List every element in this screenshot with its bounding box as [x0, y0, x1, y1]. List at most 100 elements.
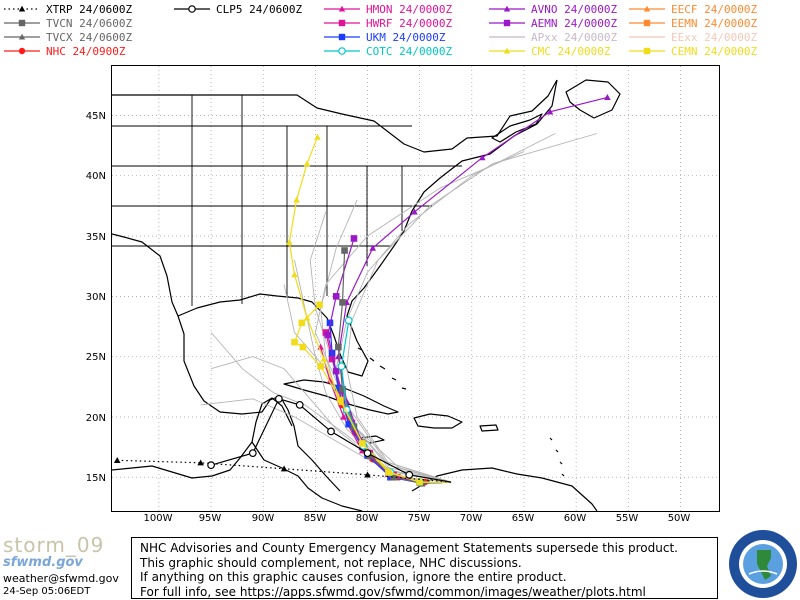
nova-scotia [491, 113, 543, 143]
track-cmc [286, 133, 451, 485]
model-tracks [113, 94, 611, 487]
legend-label: AEMN 24/0000Z [531, 16, 618, 30]
track-point [350, 235, 358, 242]
legend-label: CEMN 24/0000Z [671, 44, 758, 58]
track-point [359, 440, 366, 447]
legend-entry: HMON 24/0000Z [320, 2, 452, 16]
lon-label: 60W [563, 513, 587, 524]
disclaimer-line: NHC Advisories and County Emergency Mana… [140, 541, 678, 555]
track-point [416, 478, 423, 486]
lon-label: 95W [198, 513, 222, 524]
track-point [339, 385, 346, 393]
lon-label: 90W [251, 513, 275, 524]
legend-entry: EExx 24/0000Z [625, 30, 757, 44]
legend-entry: NHC 24/0900Z [0, 44, 125, 58]
track-point [327, 427, 335, 436]
state-lines [112, 95, 462, 306]
track-point [332, 293, 340, 300]
track-point [286, 238, 293, 245]
lon-label: 50W [667, 513, 691, 524]
sfwmd-seal [729, 530, 797, 598]
track-point [332, 367, 340, 375]
legend-entry: CEMN 24/0000Z [625, 44, 757, 58]
bahamas [357, 347, 407, 390]
lon-label: 100W [143, 513, 173, 524]
legend-swatch [4, 5, 40, 12]
track-point [314, 133, 321, 140]
legend-label: EECF 24/0000Z [671, 2, 758, 16]
track-point [113, 457, 121, 463]
legend-entry: AEMN 24/0000Z [485, 16, 617, 30]
legend-label: TVCX 24/0600Z [46, 30, 133, 44]
track-point [340, 413, 347, 420]
legend-swatch [629, 36, 665, 38]
track-cemn [291, 301, 451, 486]
lat-label: 45N [85, 111, 106, 122]
track-line [210, 398, 452, 483]
track-point [299, 343, 307, 351]
track-clp5 [207, 394, 452, 483]
track-point [385, 469, 392, 476]
legend-label: EExx 24/0000Z [671, 30, 758, 44]
track-point [339, 299, 346, 306]
track-point [274, 394, 283, 403]
lat-label: 30N [85, 292, 106, 303]
legend-entry: XTRP 24/0600Z [0, 2, 132, 16]
lon-label: 65W [511, 513, 535, 524]
legend-label: CMC 24/0000Z [531, 44, 611, 58]
track-point [316, 301, 323, 309]
cuba [283, 379, 399, 415]
legend-swatch [4, 33, 40, 40]
track-point [293, 196, 300, 203]
legend-swatch [324, 5, 360, 12]
us-east-coast [177, 79, 558, 492]
track-point [295, 400, 304, 409]
legend-entry: HWRF 24/0000Z [320, 16, 452, 30]
legend-entry: APxx 24/0000Z [485, 30, 617, 44]
legend-entry: CLP5 24/0600Z [170, 2, 302, 16]
track-point [298, 319, 306, 327]
legend-swatch [324, 19, 360, 27]
disclaimer-line: If anything on this graphic causes confu… [140, 570, 567, 584]
lat-label: 40N [85, 171, 106, 182]
legend-label: COTC 24/0000Z [366, 44, 453, 58]
track-point [291, 271, 298, 278]
legend-swatch [629, 47, 665, 55]
contact-email[interactable]: weather@sfwmd.gov [3, 572, 119, 585]
puerto-rico [479, 424, 499, 432]
legend-label: AVNO 24/0000Z [531, 2, 618, 16]
legend-label: HWRF 24/0000Z [366, 16, 453, 30]
track-point [337, 396, 344, 404]
lon-label: 75W [407, 513, 431, 524]
legend-swatch [4, 19, 40, 27]
track-point [369, 244, 377, 251]
legend-swatch [489, 5, 525, 12]
legend-entry: EEMN 24/0000Z [625, 16, 757, 30]
legend-swatch [489, 36, 525, 38]
track-xtrp [113, 457, 452, 483]
legend-label: CLP5 24/0600Z [216, 2, 303, 16]
yucatan [112, 397, 293, 479]
legend-label: HMON 24/0000Z [366, 2, 453, 16]
track-point [328, 355, 336, 363]
legend-label: UKM 24/0000Z [366, 30, 446, 44]
legend-entry: TVCN 24/0600Z [0, 16, 132, 30]
track-point [478, 154, 486, 161]
track-point [324, 331, 332, 339]
track-point [335, 384, 342, 392]
legend-label: TVCN 24/0600Z [46, 16, 133, 30]
legend-swatch [489, 47, 525, 54]
track-point [248, 449, 257, 458]
ensemble-members [200, 133, 598, 483]
legend-label: XTRP 24/0600Z [46, 2, 133, 16]
track-line [327, 238, 451, 483]
track-line [340, 320, 451, 483]
disclaimer-box: NHC Advisories and County Emergency Mana… [131, 537, 718, 599]
central-america [251, 441, 363, 511]
legend-label: APxx 24/0000Z [531, 30, 618, 44]
us-canada-border [112, 79, 558, 153]
track-point [303, 160, 311, 167]
storm-id: storm_09 [3, 533, 105, 557]
map-gridlines [112, 66, 719, 511]
legend: XTRP 24/0600Z CLP5 24/0600Z HMON 24/0000Z A… [0, 0, 800, 60]
